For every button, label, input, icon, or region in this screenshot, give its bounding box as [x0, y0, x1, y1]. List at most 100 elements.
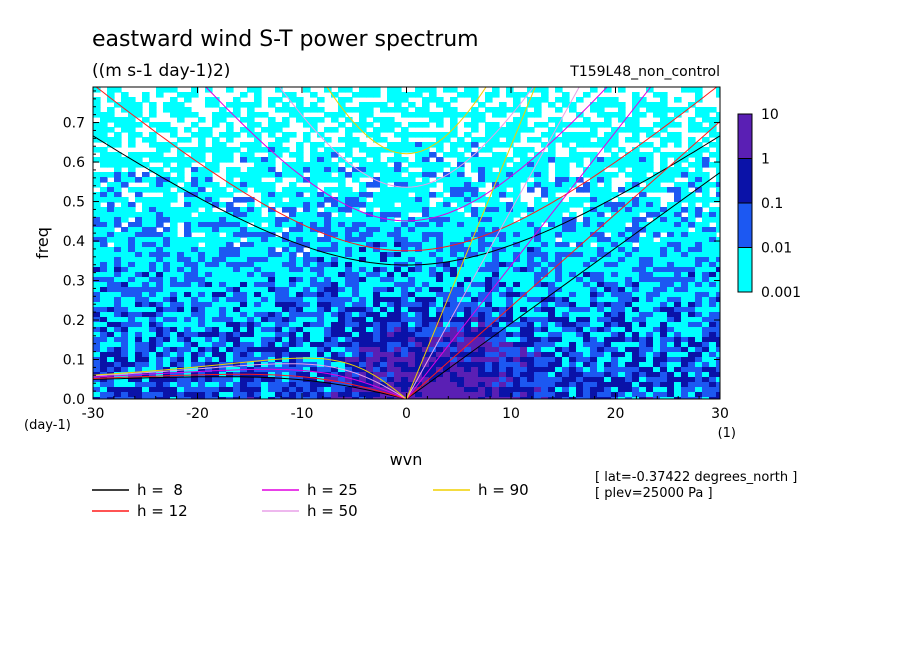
power-cell	[415, 282, 423, 288]
power-cell	[478, 327, 486, 333]
power-cell	[359, 182, 367, 188]
power-cell	[632, 102, 640, 108]
power-cell	[716, 132, 720, 138]
power-cell	[100, 262, 108, 268]
power-cell	[604, 147, 612, 153]
power-cell	[569, 292, 577, 298]
power-cell	[527, 112, 535, 118]
power-cell	[352, 347, 360, 353]
power-cell	[121, 362, 129, 368]
power-cell	[604, 247, 612, 253]
power-cell	[226, 307, 234, 313]
power-cell	[604, 177, 612, 183]
power-cell	[548, 337, 556, 343]
power-cell	[513, 127, 521, 133]
power-cell	[156, 197, 164, 203]
power-cell	[653, 337, 661, 343]
power-cell	[583, 387, 591, 393]
power-cell	[646, 362, 654, 368]
power-cell	[219, 247, 227, 253]
power-cell	[128, 282, 136, 288]
power-cell	[583, 187, 591, 193]
power-cell	[156, 232, 164, 238]
power-cell	[380, 252, 388, 258]
power-cell	[590, 247, 598, 253]
power-cell	[408, 312, 416, 318]
power-cell	[226, 387, 234, 393]
power-cell	[310, 342, 318, 348]
power-cell	[219, 312, 227, 318]
power-cell	[373, 322, 381, 328]
power-cell	[149, 287, 157, 293]
power-cell	[443, 102, 451, 108]
power-cell	[128, 302, 136, 308]
power-cell	[247, 242, 255, 248]
power-cell	[506, 192, 514, 198]
power-cell	[555, 332, 563, 338]
power-cell	[597, 247, 605, 253]
power-cell	[667, 177, 675, 183]
power-cell	[247, 127, 255, 133]
power-cell	[464, 122, 472, 128]
power-cell	[583, 357, 591, 363]
power-cell	[177, 172, 185, 178]
power-cell	[478, 337, 486, 343]
power-cell	[541, 292, 549, 298]
power-cell	[282, 107, 290, 113]
power-cell	[198, 287, 206, 293]
power-cell	[114, 357, 122, 363]
power-cell	[464, 132, 472, 138]
power-cell	[674, 307, 682, 313]
power-cell	[674, 172, 682, 178]
power-cell	[646, 272, 654, 278]
power-cell	[352, 327, 360, 333]
power-cell	[716, 297, 720, 303]
power-cell	[142, 387, 150, 393]
power-cell	[548, 197, 556, 203]
power-cell	[583, 317, 591, 323]
power-cell	[709, 372, 717, 378]
power-cell	[618, 297, 626, 303]
power-cell	[324, 217, 332, 223]
power-cell	[282, 362, 290, 368]
power-cell	[702, 357, 710, 363]
power-cell	[415, 232, 423, 238]
power-cell	[338, 257, 346, 263]
power-cell	[485, 252, 493, 258]
power-cell	[492, 187, 500, 193]
power-cell	[107, 217, 115, 223]
power-cell	[212, 297, 220, 303]
power-cell	[303, 117, 311, 123]
power-cell	[660, 387, 668, 393]
power-cell	[345, 117, 353, 123]
power-cell	[499, 262, 507, 268]
power-cell	[562, 172, 570, 178]
power-cell	[317, 347, 325, 353]
power-cell	[219, 217, 227, 223]
power-cell	[275, 197, 283, 203]
power-cell	[254, 112, 262, 118]
power-cell	[212, 272, 220, 278]
power-cell	[282, 232, 290, 238]
power-cell	[345, 287, 353, 293]
power-cell	[464, 252, 472, 258]
power-cell	[121, 287, 129, 293]
power-cell	[114, 152, 122, 158]
power-cell	[408, 132, 416, 138]
power-cell	[443, 327, 451, 333]
power-cell	[569, 237, 577, 243]
power-cell	[331, 127, 339, 133]
power-cell	[695, 307, 703, 313]
power-cell	[317, 142, 325, 148]
power-cell	[513, 107, 521, 113]
power-cell	[100, 337, 108, 343]
power-cell	[457, 217, 465, 223]
power-cell	[170, 332, 178, 338]
power-cell	[170, 307, 178, 313]
power-cell	[247, 397, 255, 399]
power-cell	[702, 287, 710, 293]
power-cell	[331, 222, 339, 228]
power-cell	[618, 392, 626, 398]
power-cell	[555, 282, 563, 288]
power-cell	[618, 332, 626, 338]
